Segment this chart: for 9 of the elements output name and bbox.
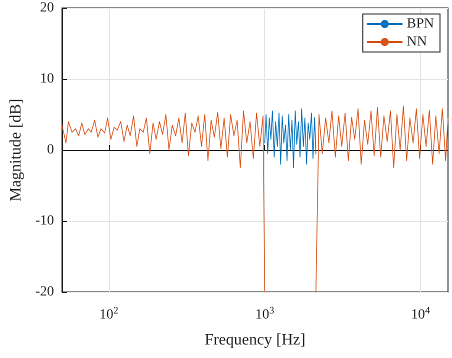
y-tick-label: 20 xyxy=(40,0,54,16)
x-axis-title: Frequency [Hz] xyxy=(204,332,306,348)
y-axis-title: Magnitude [dB] xyxy=(8,98,24,202)
y-tick-label: -20 xyxy=(35,284,54,300)
legend-label: NN xyxy=(406,34,427,50)
y-tick-label: -10 xyxy=(35,214,54,228)
y-tick-label: 0 xyxy=(47,142,54,158)
y-tick-label: 10 xyxy=(40,72,54,86)
legend-label: BPN xyxy=(406,16,434,32)
